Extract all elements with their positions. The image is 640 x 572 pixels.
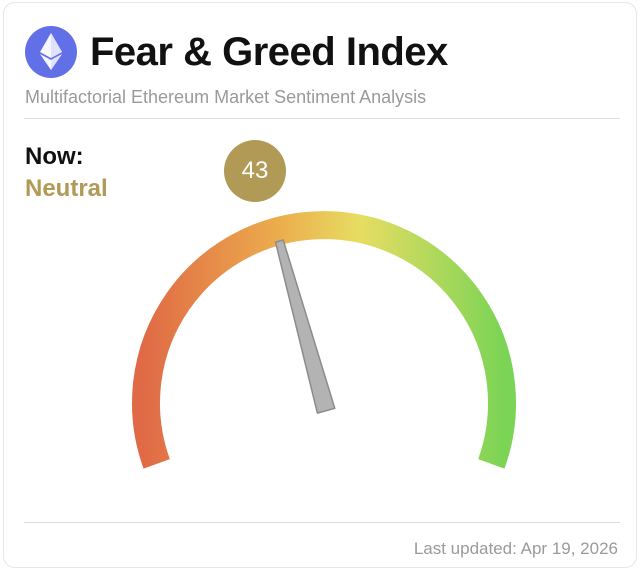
index-value-badge: 43 — [224, 140, 286, 202]
page-title: Fear & Greed Index — [90, 30, 448, 74]
divider — [24, 118, 620, 119]
fear-greed-card: Fear & Greed Index Multifactorial Ethere… — [3, 2, 637, 568]
divider — [24, 522, 620, 523]
last-updated: Last updated: Apr 19, 2026 — [413, 539, 618, 558]
now-label: Now: — [25, 143, 84, 170]
page-subtitle: Multifactorial Ethereum Market Sentiment… — [25, 87, 427, 107]
ethereum-icon — [25, 26, 77, 78]
sentiment-gauge — [132, 211, 516, 469]
gauge-needle — [274, 239, 336, 414]
sentiment-label: Neutral — [25, 175, 108, 202]
header: Fear & Greed Index — [24, 25, 448, 79]
gauge-arc — [132, 211, 516, 469]
